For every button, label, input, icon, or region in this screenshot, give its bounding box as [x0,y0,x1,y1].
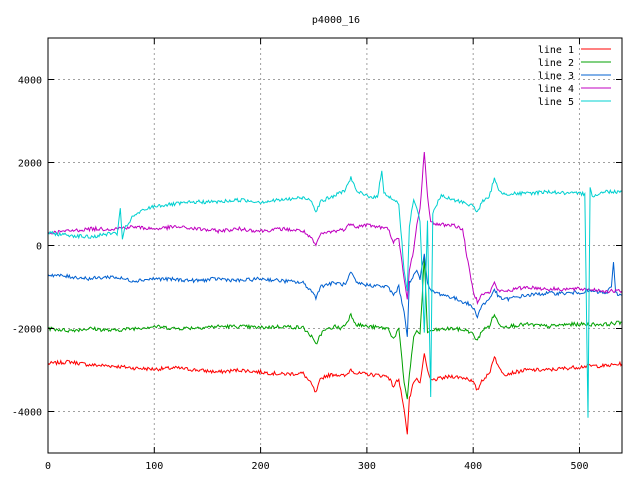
x-tick-label: 500 [570,461,588,472]
series-line-4 [47,152,623,306]
series-line-1 [47,353,623,435]
x-tick-label: 0 [45,461,51,472]
grid [48,38,622,453]
legend-label: line 5 [538,97,574,108]
y-tick-label: 0 [36,242,42,253]
chart-title: p4000_16 [312,15,360,26]
legend: line 1 line 2 line 3 line 4 line 5 [538,45,611,108]
x-tick-label: 100 [145,461,163,472]
legend-label: line 2 [538,58,574,69]
y-tick-label: -4000 [12,408,42,419]
series-line-5 [47,170,623,418]
plot-area [47,152,623,435]
y-axis: -4000 -2000 0 2000 4000 [12,76,622,419]
series-line-2 [47,257,623,400]
y-tick-label: 4000 [18,76,42,87]
y-tick-label: -2000 [12,325,42,336]
y-tick-label: 2000 [18,159,42,170]
legend-label: line 4 [538,84,574,95]
x-tick-label: 300 [358,461,376,472]
legend-label: line 3 [538,71,574,82]
x-axis: 0 100 200 300 400 500 [45,38,589,472]
x-tick-label: 400 [464,461,482,472]
x-tick-label: 200 [252,461,270,472]
series-line-3 [47,253,623,337]
legend-label: line 1 [538,45,574,56]
